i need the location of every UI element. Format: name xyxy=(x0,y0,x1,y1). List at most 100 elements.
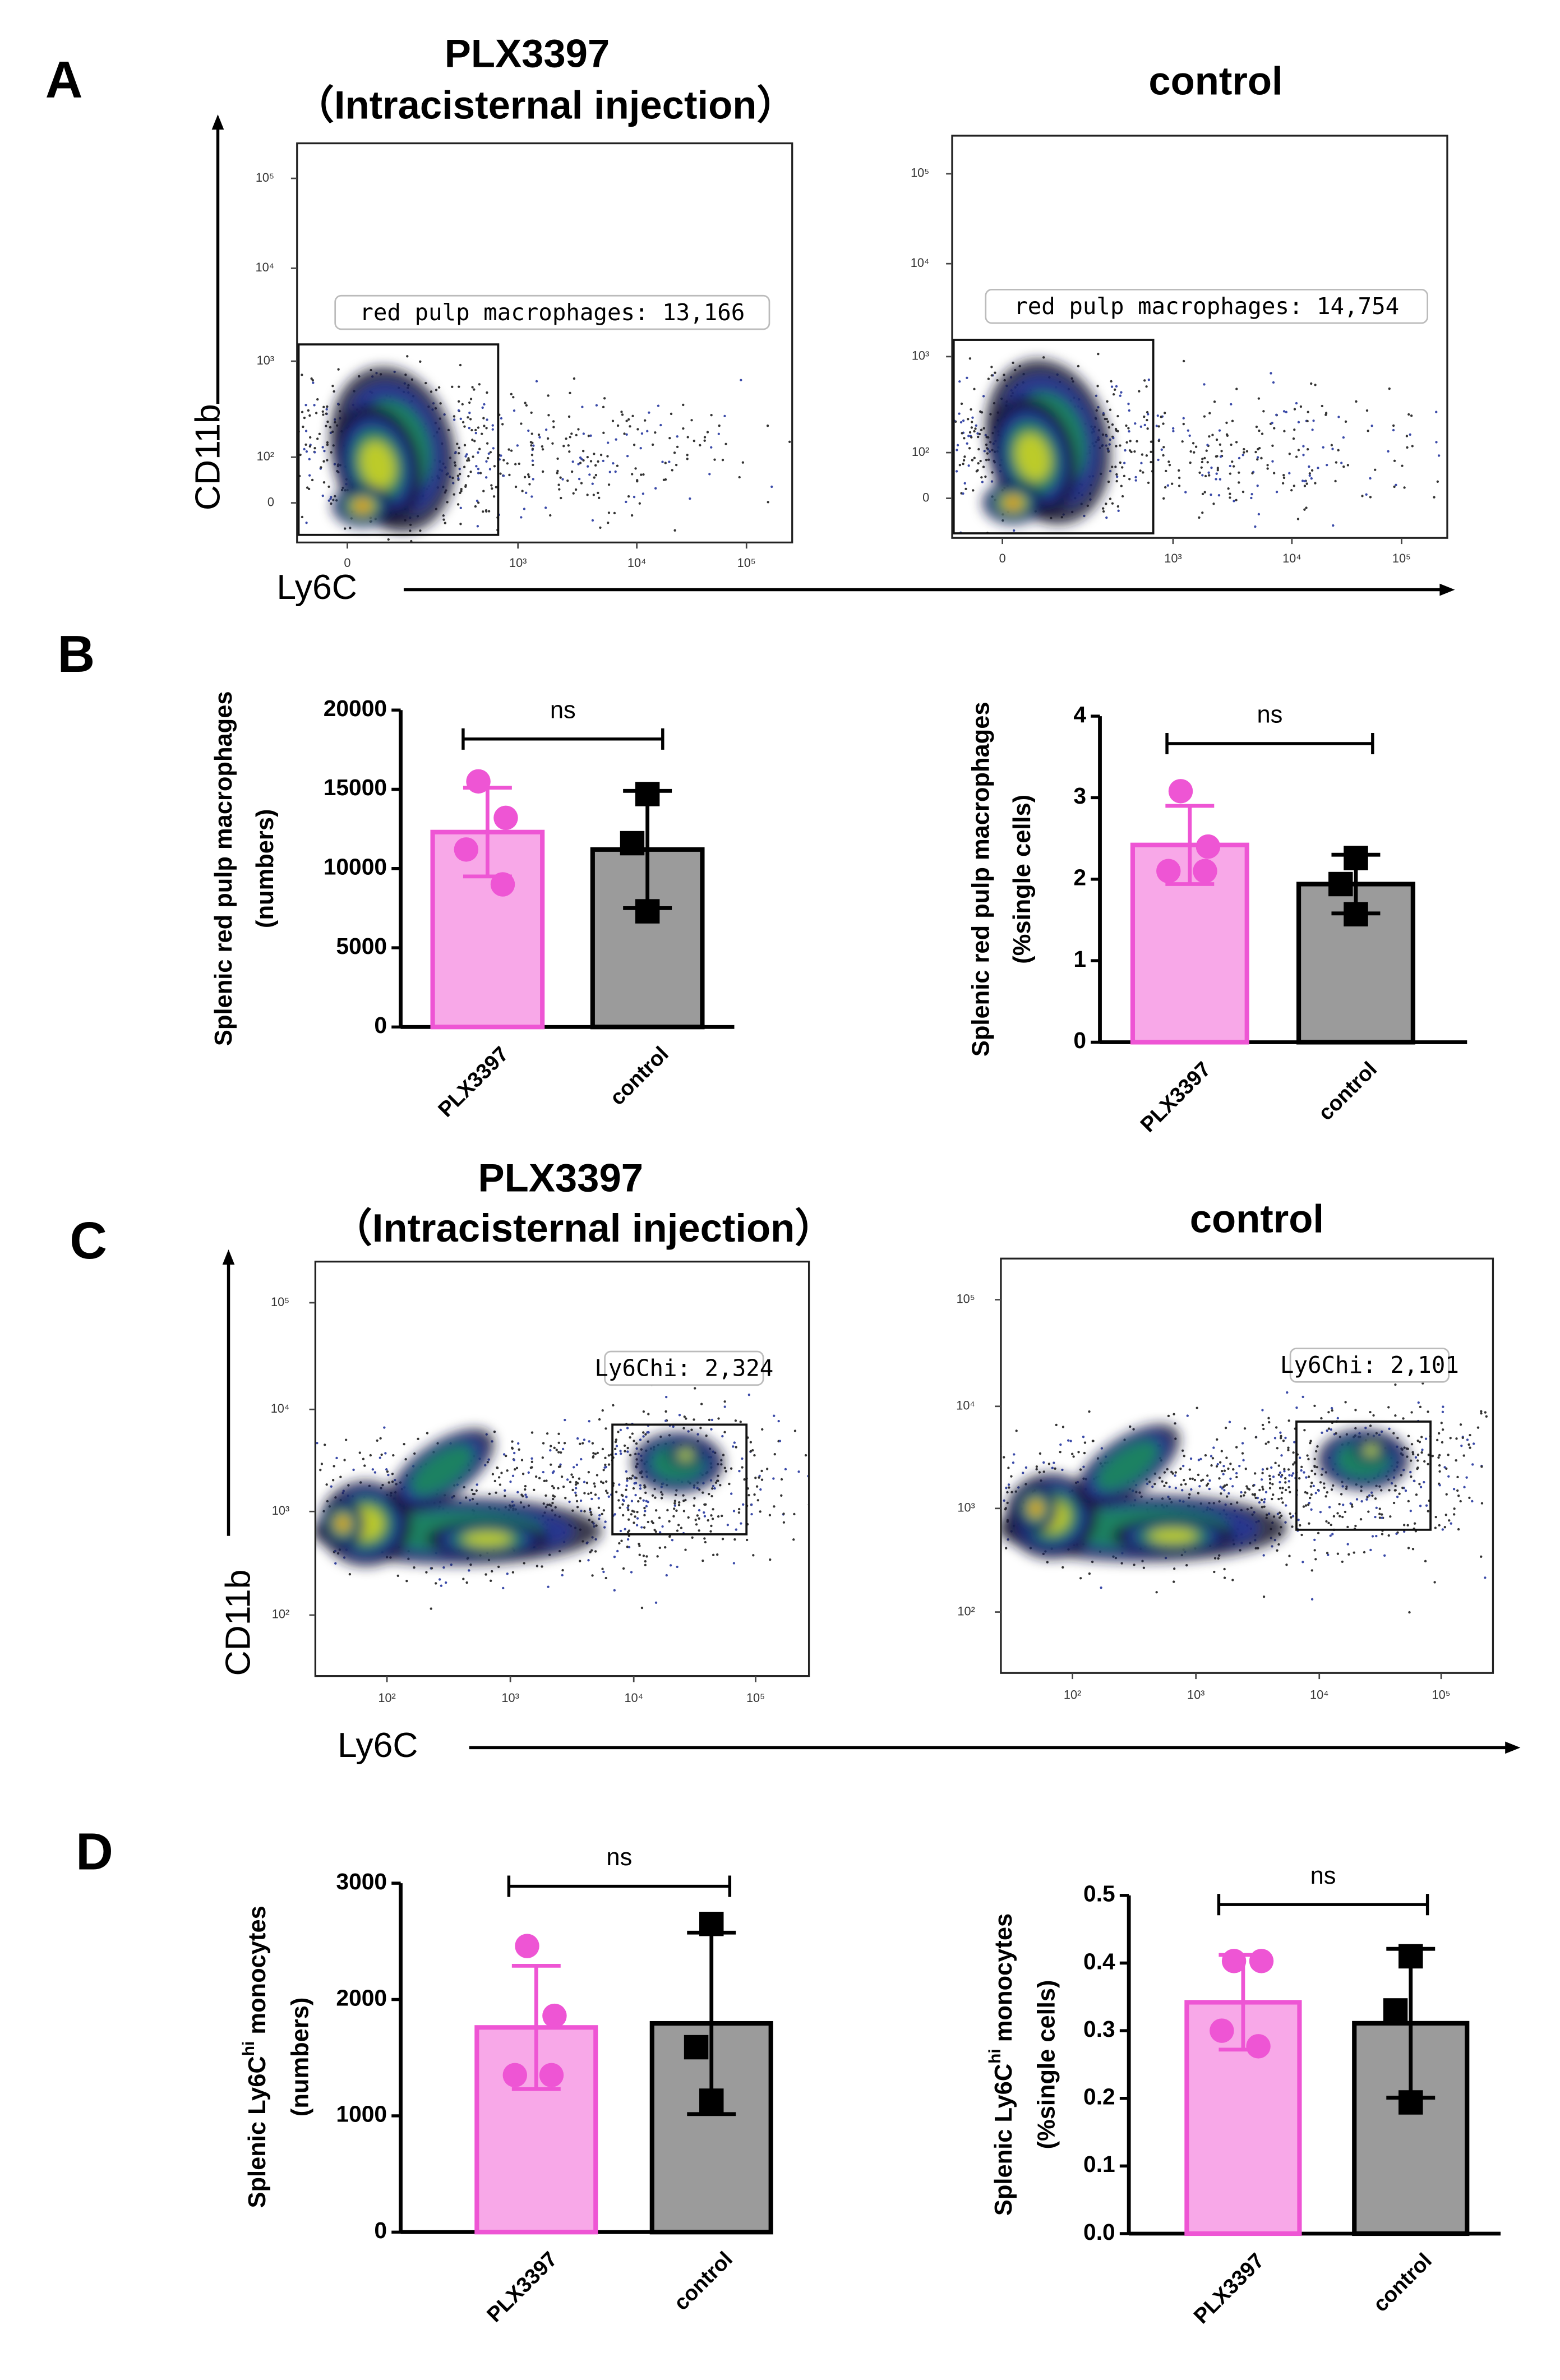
event-dot xyxy=(952,1523,954,1525)
event-dot xyxy=(1128,478,1131,481)
event-dot xyxy=(602,431,605,435)
event-dot xyxy=(737,1507,741,1511)
event-dot xyxy=(552,1487,555,1489)
event-dot xyxy=(623,1444,626,1447)
event-dot xyxy=(1299,1524,1301,1527)
event-dot xyxy=(468,412,471,414)
event-dot xyxy=(1291,1472,1295,1475)
event-dot xyxy=(627,1518,630,1521)
event-dot xyxy=(664,1419,667,1422)
event-dot xyxy=(588,473,591,476)
event-dot xyxy=(1401,1487,1404,1489)
y-arrow-head xyxy=(211,114,224,130)
event-dot xyxy=(673,451,676,454)
event-dot xyxy=(296,1509,298,1511)
event-dot xyxy=(1465,1476,1468,1479)
event-dot xyxy=(1039,1452,1042,1455)
event-dot xyxy=(686,436,689,439)
event-dot xyxy=(166,1507,168,1509)
event-dot xyxy=(1314,1473,1317,1475)
event-dot xyxy=(500,417,503,420)
event-dot xyxy=(1201,460,1204,464)
event-dot xyxy=(1307,1475,1310,1478)
event-dot xyxy=(476,525,479,528)
event-dot xyxy=(248,1515,250,1518)
event-dot xyxy=(1324,1495,1327,1498)
event-dot xyxy=(1420,1436,1423,1438)
event-dot xyxy=(1133,1563,1136,1566)
event-dot xyxy=(1271,1483,1274,1486)
event-dot xyxy=(1270,372,1272,375)
x-tick-label: PLX3397 xyxy=(434,1043,514,1122)
event-dot xyxy=(490,1579,492,1582)
event-dot xyxy=(512,396,515,399)
event-dot xyxy=(575,1500,579,1503)
event-dot xyxy=(1268,1474,1271,1477)
event-dot xyxy=(1261,432,1264,435)
event-dot xyxy=(1139,425,1143,428)
event-dot xyxy=(703,439,706,442)
event-dot xyxy=(1342,436,1345,439)
event-dot xyxy=(548,1503,551,1506)
event-dot xyxy=(1162,454,1165,457)
event-dot xyxy=(293,444,295,446)
event-dot xyxy=(1427,1463,1429,1465)
event-dot xyxy=(1438,1470,1441,1473)
event-dot xyxy=(545,1479,548,1482)
event-dot xyxy=(1298,1456,1301,1459)
event-dot xyxy=(948,465,950,468)
event-dot xyxy=(1219,1461,1222,1464)
event-dot xyxy=(797,1470,800,1473)
event-dot xyxy=(1235,1472,1238,1475)
x-tick-label: 10⁵ xyxy=(1392,551,1411,565)
event-dot xyxy=(1046,1561,1049,1563)
event-dot xyxy=(304,443,307,446)
event-dot xyxy=(515,1466,519,1469)
event-dot xyxy=(1519,1496,1521,1498)
y-axis-label-part: hi xyxy=(986,2049,1004,2064)
event-dot xyxy=(1421,1449,1424,1451)
event-dot xyxy=(1257,397,1261,400)
event-dot xyxy=(1253,1494,1256,1497)
event-dot xyxy=(645,1505,648,1508)
event-dot xyxy=(491,1473,495,1475)
event-dot xyxy=(1160,448,1163,451)
event-dot xyxy=(1165,1482,1168,1484)
event-dot xyxy=(1168,463,1171,467)
event-dot xyxy=(547,1585,550,1588)
event-dot xyxy=(937,426,939,428)
event-dot xyxy=(325,425,327,427)
event-dot xyxy=(315,412,318,414)
event-dot xyxy=(267,1526,270,1529)
event-dot xyxy=(560,1475,564,1478)
event-dot xyxy=(1310,382,1313,385)
event-dot xyxy=(754,1477,757,1479)
event-dot xyxy=(326,405,329,408)
event-dot xyxy=(1190,1488,1193,1491)
event-dot xyxy=(664,1410,667,1413)
event-dot xyxy=(1308,474,1311,477)
event-dot xyxy=(1283,1468,1286,1470)
event-dot xyxy=(962,492,964,495)
event-dot xyxy=(899,1426,902,1428)
event-dot xyxy=(1204,1454,1207,1457)
event-dot xyxy=(1346,464,1350,467)
event-dot xyxy=(1240,1491,1243,1494)
event-dot xyxy=(661,1493,664,1496)
event-dot xyxy=(289,490,292,492)
event-dot xyxy=(1208,412,1211,414)
event-dot xyxy=(542,1442,545,1445)
event-dot xyxy=(696,1514,699,1517)
event-dot xyxy=(1529,1546,1531,1548)
event-dot xyxy=(534,1475,538,1478)
event-dot xyxy=(523,1562,525,1565)
event-dot xyxy=(608,471,611,473)
event-dot xyxy=(1302,454,1305,456)
event-dot xyxy=(538,436,541,439)
event-dot xyxy=(962,459,966,462)
event-dot xyxy=(310,1544,312,1546)
event-dot xyxy=(716,1479,719,1482)
y-axis-label-part: monocytes xyxy=(244,1906,271,2041)
event-dot xyxy=(1200,466,1203,469)
